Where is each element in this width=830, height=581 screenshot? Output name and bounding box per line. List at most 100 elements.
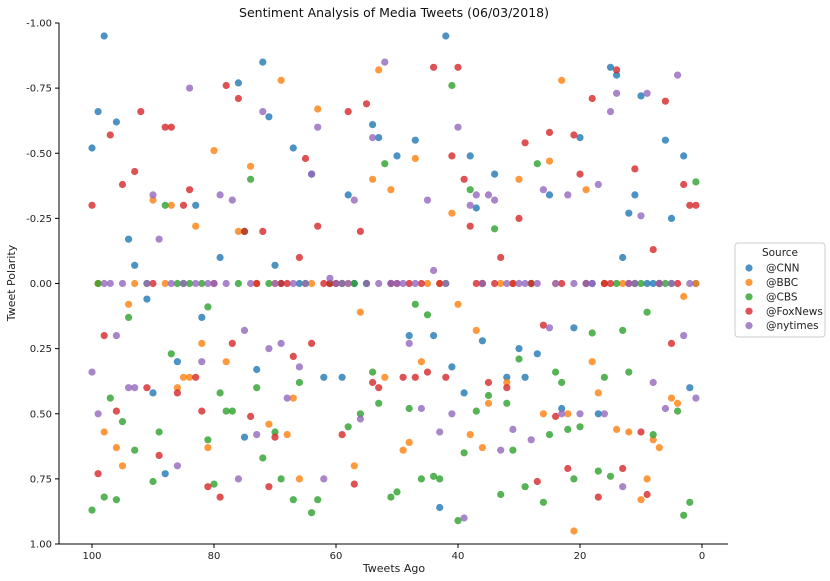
data-point (186, 373, 194, 381)
data-point (491, 170, 499, 178)
data-point (94, 279, 102, 288)
data-point (667, 279, 676, 288)
data-point (222, 358, 230, 366)
data-point (375, 66, 383, 74)
data-point (198, 358, 206, 366)
data-point (247, 412, 255, 420)
data-point (222, 407, 230, 415)
data-point (594, 180, 602, 189)
data-point (442, 32, 450, 40)
data-point (210, 279, 218, 288)
data-point (100, 428, 108, 436)
chart-title: Sentiment Analysis of Media Tweets (06/0… (239, 5, 549, 20)
data-point (509, 425, 517, 433)
data-point (393, 279, 401, 288)
data-point (564, 425, 572, 433)
data-point (588, 358, 596, 366)
data-point (186, 186, 194, 194)
data-point (131, 261, 139, 269)
data-point (149, 196, 157, 204)
data-point (234, 79, 242, 87)
data-point (387, 279, 395, 288)
data-point (265, 420, 273, 428)
data-point (582, 279, 590, 288)
data-point (460, 514, 468, 522)
data-point (179, 201, 188, 209)
data-point (466, 431, 474, 439)
data-point (314, 123, 322, 131)
data-point (454, 517, 462, 525)
data-point (399, 373, 407, 381)
data-point (179, 279, 188, 288)
data-point (539, 410, 548, 418)
data-point (570, 475, 578, 483)
data-point (356, 410, 364, 418)
data-point (381, 373, 389, 381)
data-point (247, 162, 255, 170)
data-point (472, 279, 480, 288)
data-point (94, 410, 102, 418)
data-point (289, 279, 297, 288)
data-point (533, 350, 541, 358)
data-point (100, 32, 108, 40)
data-point (436, 428, 444, 436)
data-point (308, 170, 316, 178)
data-point (198, 313, 206, 321)
data-point (643, 475, 651, 483)
data-point (283, 431, 291, 439)
data-point (655, 279, 663, 288)
data-point (155, 235, 163, 243)
data-point (442, 373, 450, 381)
data-point (271, 428, 279, 436)
y-tick-label: 0.25 (30, 344, 52, 355)
data-point (143, 279, 151, 288)
y-tick-label: -0.50 (26, 149, 52, 160)
data-point (521, 279, 529, 288)
data-point (478, 444, 486, 452)
data-point (375, 134, 383, 142)
data-point (161, 470, 169, 478)
data-point (350, 462, 358, 470)
data-point (430, 332, 438, 340)
data-point (515, 345, 523, 353)
data-point (631, 165, 639, 173)
plot-area (88, 32, 700, 535)
data-point (631, 191, 639, 199)
data-point (362, 100, 371, 108)
data-point (271, 433, 279, 441)
y-axis-title: Tweet Polarity (5, 244, 18, 322)
data-point (570, 324, 578, 332)
data-point (240, 433, 249, 441)
data-point (564, 410, 572, 418)
data-point (680, 511, 688, 519)
data-point (417, 475, 425, 483)
data-point (576, 410, 584, 418)
data-point (131, 167, 139, 176)
y-tick-label: 0.75 (30, 474, 52, 485)
data-point (289, 144, 297, 152)
data-point (466, 201, 474, 209)
data-point (344, 191, 352, 199)
data-point (253, 279, 261, 288)
data-point (118, 418, 127, 426)
data-point (314, 105, 322, 113)
x-axis-title: Tweets Ago (362, 562, 425, 575)
data-point (478, 279, 486, 288)
data-point (613, 66, 621, 74)
data-point (216, 493, 224, 501)
data-point (125, 235, 133, 243)
legend-marker (745, 307, 753, 315)
data-point (503, 399, 511, 407)
data-point (613, 279, 621, 288)
data-point (686, 279, 694, 288)
data-point (649, 378, 657, 387)
data-point (576, 134, 584, 142)
data-point (314, 496, 322, 504)
data-point (216, 191, 224, 199)
data-point (417, 279, 425, 288)
data-point (192, 373, 200, 381)
data-point (301, 154, 310, 163)
data-point (295, 475, 303, 483)
data-point (106, 131, 114, 139)
data-point (661, 279, 670, 288)
